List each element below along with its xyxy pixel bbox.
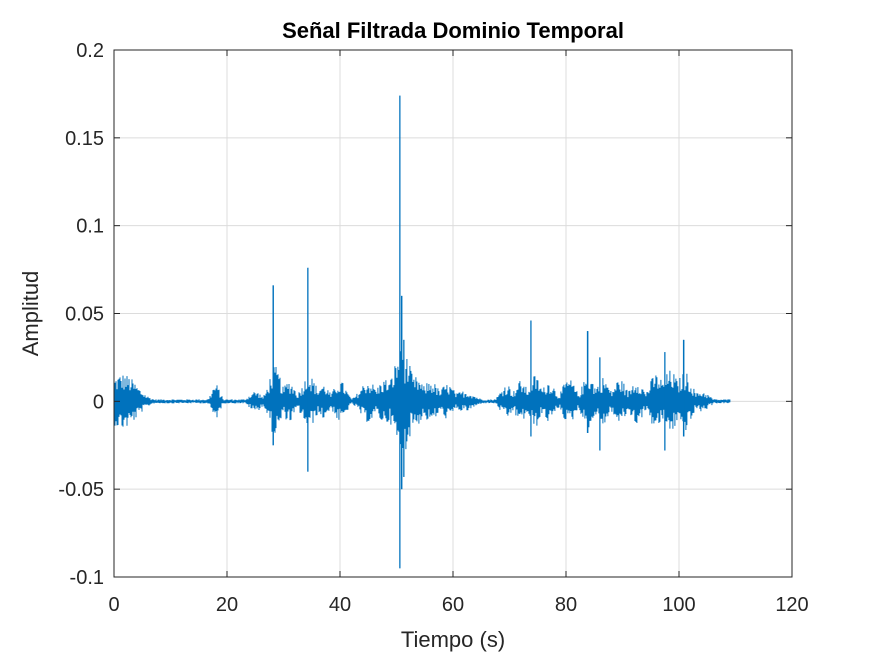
y-tick-label: 0.05 [65,304,104,326]
x-tick-label: 40 [329,594,351,616]
x-tick-label: 0 [108,594,119,616]
x-tick-label: 100 [662,594,695,616]
y-tick-label: 0.2 [76,40,104,62]
axis-ticks: 0 20 40 60 80 100 120 -0.1 -0.05 0 0.05 0.1 0.15 0.2 [58,40,808,616]
y-tick-label: -0.1 [70,567,104,589]
y-tick-label: 0 [93,391,104,413]
x-axis-label: Tiempo (s) [401,627,505,652]
y-tick-label: 0.1 [76,216,104,238]
x-tick-label: 80 [555,594,577,616]
x-tick-label: 60 [442,594,464,616]
x-tick-label: 20 [216,594,238,616]
y-axis-label: Amplitud [18,271,43,357]
chart-title: Señal Filtrada Dominio Temporal [282,18,624,43]
y-tick-label: -0.05 [58,479,104,501]
y-tick-label: 0.15 [65,128,104,150]
x-tick-label: 120 [775,594,808,616]
